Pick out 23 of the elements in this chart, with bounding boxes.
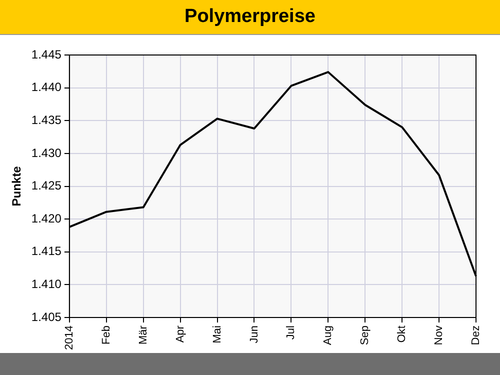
- x-tick-label: Aug: [322, 326, 334, 346]
- chart-title: Polymerpreise: [0, 0, 500, 35]
- x-tick-label: Jun: [248, 326, 260, 344]
- y-axis-title: Punkte: [10, 166, 24, 206]
- y-tick-label: 1.440: [31, 80, 62, 94]
- x-tick-label: Mai: [211, 326, 224, 344]
- y-tick-label: 1.425: [31, 178, 62, 193]
- x-tick-label: Sep: [359, 326, 372, 346]
- x-tick-label: Feb: [100, 326, 112, 344]
- x-tick-label: Nov: [433, 325, 446, 346]
- y-tick-label: 1.435: [31, 112, 62, 127]
- y-tick-label: 1.405: [31, 310, 62, 324]
- y-tick-label: 1.430: [31, 146, 62, 160]
- x-tick-label: 2014: [63, 326, 76, 350]
- x-tick-label: Dez: [470, 326, 482, 346]
- y-tick-label: 1.420: [31, 211, 62, 226]
- x-tick-label: Jul: [285, 326, 298, 340]
- x-tick-label: Mär: [137, 325, 150, 344]
- y-tick-label: 1.415: [31, 244, 62, 258]
- y-tick-label: 1.445: [31, 47, 62, 62]
- x-tick-label: Apr: [174, 325, 186, 343]
- y-tick-label: 1.410: [31, 277, 62, 292]
- x-tick-label: Okt: [396, 326, 408, 343]
